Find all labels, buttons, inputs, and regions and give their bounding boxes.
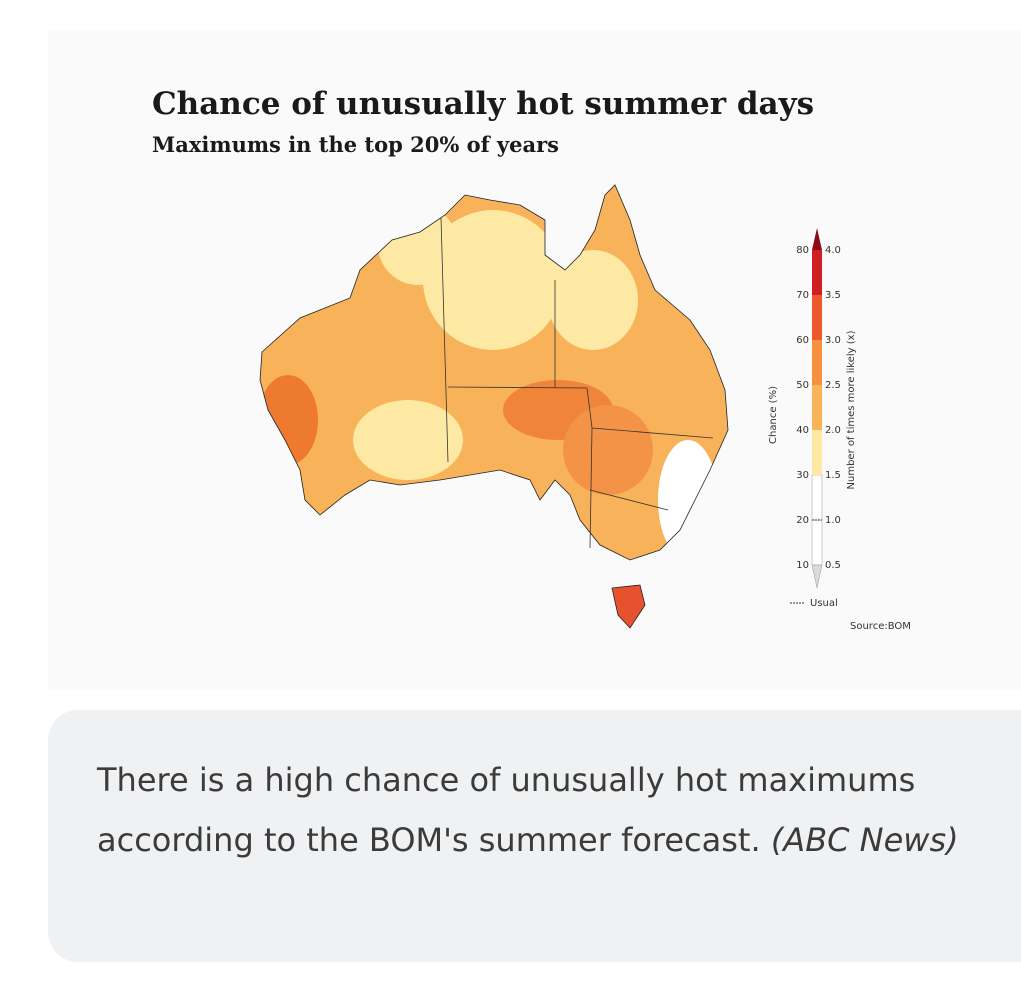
source: Source:BOM [850, 621, 911, 632]
state-borders [440, 217, 714, 549]
ratio-tick-label: 2.0 [825, 425, 841, 436]
map-title: Chance of unusually hot summer days [152, 86, 814, 122]
ratio-tick-label: 3.0 [825, 335, 841, 346]
coastline [259, 184, 729, 629]
ratio-tick-label: 4.0 [825, 245, 841, 256]
chance-tick-label: 70 [796, 290, 809, 301]
caption: There is a high chance of unusually hot … [48, 710, 1021, 962]
ratio-tick-label: 2.5 [825, 380, 841, 391]
colorbar [811, 228, 823, 589]
ratio-tick-label: 1.5 [825, 470, 841, 481]
ratio-tick-label: 0.5 [825, 560, 841, 571]
usual-label: Usual [810, 598, 838, 609]
map-subtitle: Maximums in the top 20% of years [152, 132, 559, 157]
chance-tick-label: 50 [796, 380, 809, 391]
chance-tick-label: 20 [796, 515, 809, 526]
figure: Chance of unusually hot summer days Maxi… [48, 30, 1021, 690]
chance-axis-label: Chance (%) [768, 386, 779, 444]
chance-tick-label: 80 [796, 245, 809, 256]
ratio-tick-label: 3.5 [825, 290, 841, 301]
ratio-axis-label: Number of times more likely (x) [846, 330, 857, 489]
ratio-tick-label: 1.0 [825, 515, 841, 526]
chance-tick-label: 40 [796, 425, 809, 436]
caption-credit: (ABC News) [770, 821, 959, 859]
caption-text: There is a high chance of unusually hot … [97, 761, 916, 859]
chance-tick-label: 10 [796, 560, 809, 571]
chance-tick-label: 30 [796, 470, 809, 481]
chance-tick-label: 60 [796, 335, 809, 346]
